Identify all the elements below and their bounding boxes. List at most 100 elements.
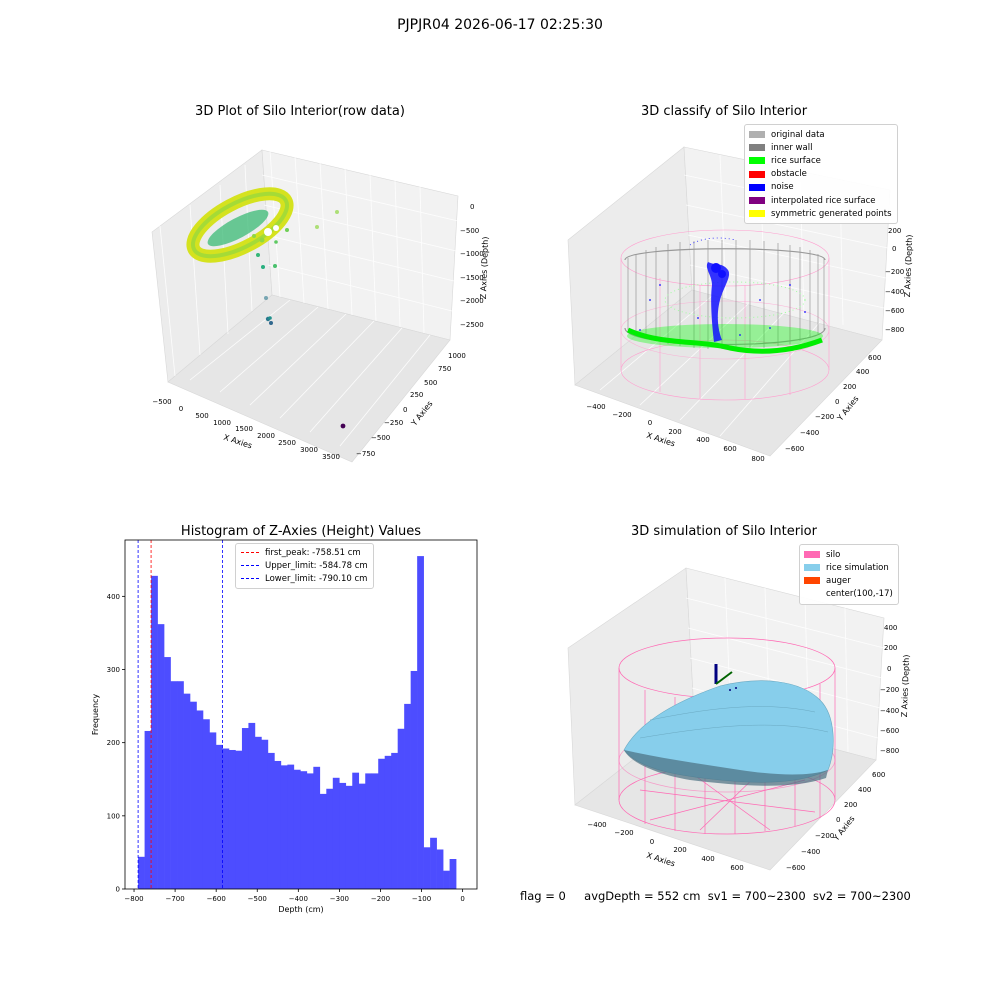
histogram-bar [177,681,184,889]
simulation-z-ticks: −800 −600 −400 −200 0 200 400 [880,624,899,755]
classify-legend: original data inner wall rice surface ob… [744,124,898,225]
histogram-bar [339,782,347,889]
legend-item: auger [804,574,893,587]
histogram-bar [287,764,295,889]
x-tick-label: −800 [124,895,143,903]
legend-item: Upper_limit: -584.78 cm [241,559,368,572]
svg-text:400: 400 [858,786,871,794]
svg-text:−400: −400 [587,821,606,829]
x-tick-label: −100 [412,895,431,903]
legend-swatch [749,131,765,139]
svg-text:0: 0 [835,398,839,406]
figure-title: PJPJR04 2026-06-17 02:25:30 [397,17,603,33]
legend-swatch [804,577,820,585]
x-tick-label: −600 [207,895,226,903]
histogram-bar [391,752,398,889]
svg-text:0: 0 [470,203,474,211]
histogram-bar [235,750,243,889]
svg-text:−800: −800 [880,747,899,755]
svg-text:2500: 2500 [278,439,296,447]
svg-text:2000: 2000 [257,432,275,440]
simulation-legend: silo rice simulation auger center(100,-1… [799,544,899,605]
histogram-axes-frame [124,539,478,890]
histogram-bar [157,624,165,889]
svg-text:−2000: −2000 [460,297,484,305]
svg-text:1500: 1500 [235,425,253,433]
histogram-bar [358,783,366,889]
raw-x-ticks: −500 0 500 1000 1500 2000 2500 3000 3500 [152,398,340,461]
svg-text:3000: 3000 [300,446,318,454]
histogram-bar [222,748,230,889]
sv1-text: sv1 = 700~2300 [707,889,806,903]
svg-text:−1000: −1000 [460,250,484,258]
svg-text:−400: −400 [801,848,820,856]
histogram-bar [228,749,236,889]
legend-swatch [804,591,820,598]
histogram-bar [332,777,340,889]
svg-text:0: 0 [887,665,891,673]
x-tick-label: −400 [289,895,308,903]
histogram-bar [183,693,191,889]
histogram-x-ticks: −800 −700 −600 −500 −400 −300 −200 −100 0 [124,889,465,903]
raw-ring-data [186,187,294,263]
svg-text:600: 600 [730,864,743,872]
histogram-bar [430,837,437,889]
simulation-x-label: X Axies [645,851,676,869]
histogram-plot[interactable]: −800 −700 −600 −500 −400 −300 −200 −100 0 0 100 20… [80,530,490,920]
histogram-bar [352,772,360,889]
histogram-bar [170,681,178,889]
classify-grid [599,154,891,437]
histogram-x-label: Depth (cm) [278,905,323,914]
histogram-bar [326,788,334,889]
svg-text:200: 200 [844,801,857,809]
svg-text:−200: −200 [815,832,834,840]
histogram-bar [417,556,424,889]
legend-swatch [749,210,765,218]
svg-text:−500: −500 [152,398,171,406]
classify-noise [639,237,806,342]
histogram-bar [397,728,405,889]
legend-line [241,565,259,567]
histogram-bar [319,793,327,889]
svg-text:200: 200 [668,428,681,436]
classify-x-ticks: −400 −200 0 200 400 600 800 [586,403,764,463]
raw-z-ticks: −2500 −2000 −1500 −1000 −500 0 [460,203,484,329]
histogram-bar [280,765,288,889]
legend-item: center(100,-17) [804,588,893,601]
svg-text:−750: −750 [356,450,375,458]
classify-z-label: Z Axies (Depth) [903,234,914,297]
legend-item: inner wall [749,141,892,154]
histogram-y-label: Frequency [91,694,100,736]
legend-line [241,552,259,554]
svg-text:0: 0 [836,816,840,824]
svg-text:250: 250 [410,391,423,399]
histogram-bar [378,758,386,889]
svg-text:−600: −600 [885,307,904,315]
histogram-bar [254,736,262,889]
svg-text:500: 500 [424,379,437,387]
svg-text:−500: −500 [371,434,390,442]
histogram-bar [190,701,197,889]
svg-text:−400: −400 [800,429,819,437]
histogram-bar [144,730,152,889]
histogram-bar [151,575,158,889]
histogram-bar [209,732,217,889]
legend-line [241,578,259,580]
svg-text:750: 750 [438,365,451,373]
svg-text:0: 0 [179,405,183,413]
legend-item: rice simulation [804,561,893,574]
legend-item: silo [804,548,893,561]
svg-text:−600: −600 [880,727,899,735]
histogram-bar [267,752,275,889]
svg-text:0: 0 [648,419,652,427]
svg-text:0: 0 [892,245,896,253]
classify-inner-wall [624,240,826,349]
histogram-bar [300,771,308,889]
classify-silo-wireframe [620,229,830,401]
flag-text: flag = 0 [520,889,566,903]
x-tick-label: −700 [165,895,184,903]
